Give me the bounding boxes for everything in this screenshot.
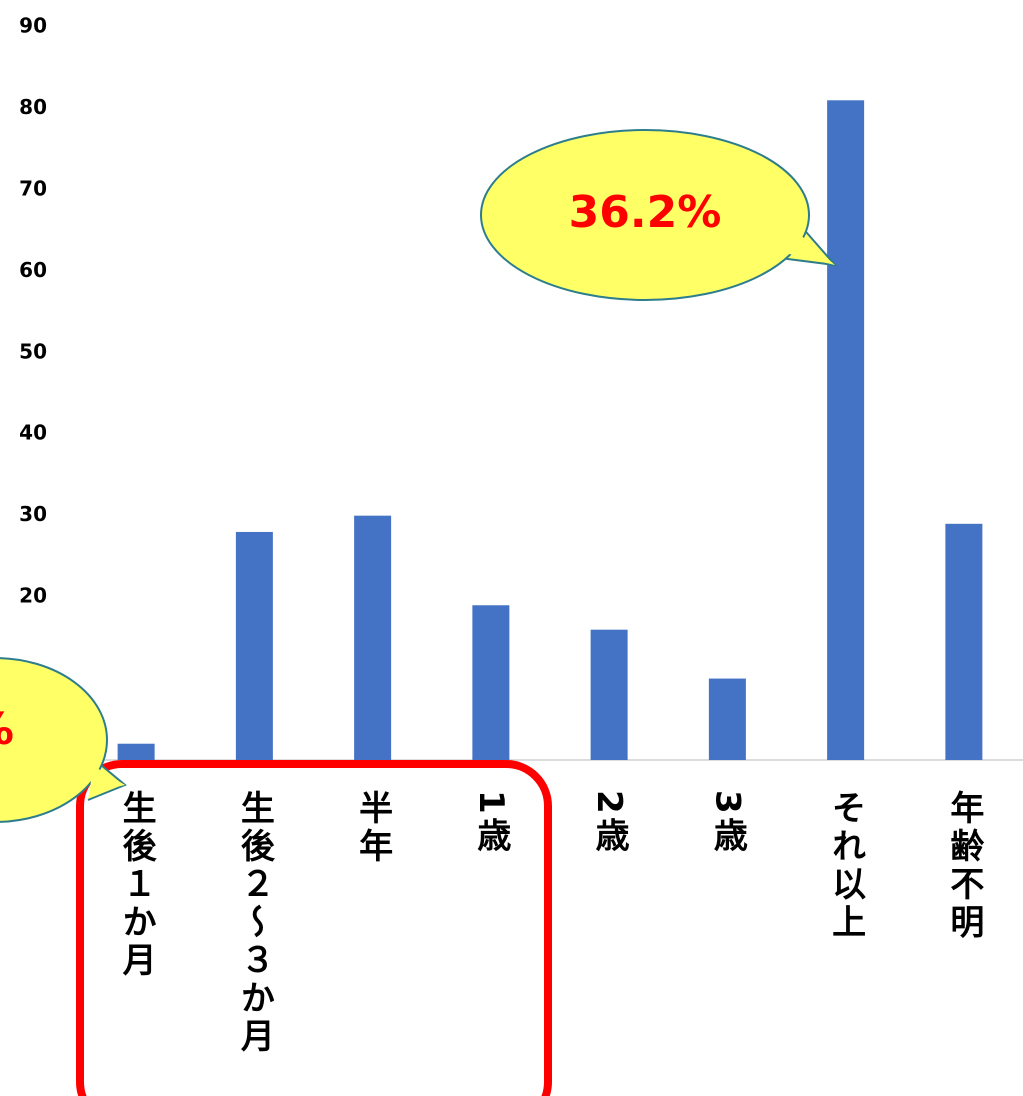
x-tick-label: 2歳 <box>589 790 629 856</box>
y-tick-label: 50 <box>19 339 47 363</box>
bar <box>945 523 983 760</box>
y-tick-label: 80 <box>19 95 47 119</box>
callout-tail-fill <box>781 232 835 265</box>
callout: % <box>0 657 127 823</box>
y-tick-label: 90 <box>19 14 47 38</box>
x-tick-label: 半年 <box>353 790 393 866</box>
callout-bubble <box>480 129 810 301</box>
x-tick-label: 生後２～３か月 <box>234 790 274 1056</box>
callout: 36.2% <box>480 129 838 301</box>
bar <box>117 743 155 760</box>
y-tick-label: 40 <box>19 421 47 445</box>
callout-text: % <box>0 704 14 755</box>
y-tick-label: 20 <box>19 584 47 608</box>
highlight-box <box>76 760 552 1096</box>
y-tick-label: 60 <box>19 258 47 282</box>
callout-bubble <box>0 657 108 823</box>
x-tick-label: 生後１か月 <box>116 790 156 980</box>
bar <box>827 100 865 761</box>
bar <box>590 629 628 760</box>
bar <box>472 605 510 760</box>
bar <box>354 515 392 760</box>
bar <box>235 531 273 760</box>
x-tick-label: それ以上 <box>826 790 866 942</box>
callout-tail-fill <box>90 765 125 793</box>
x-tick-label: 3歳 <box>707 790 747 856</box>
x-tick-label: 1歳 <box>471 790 511 856</box>
bar <box>708 678 746 760</box>
callout-text: 36.2% <box>569 187 722 238</box>
x-tick-label: 年齢不明 <box>944 790 984 942</box>
y-tick-label: 70 <box>19 176 47 200</box>
y-tick-label: 30 <box>19 502 47 526</box>
